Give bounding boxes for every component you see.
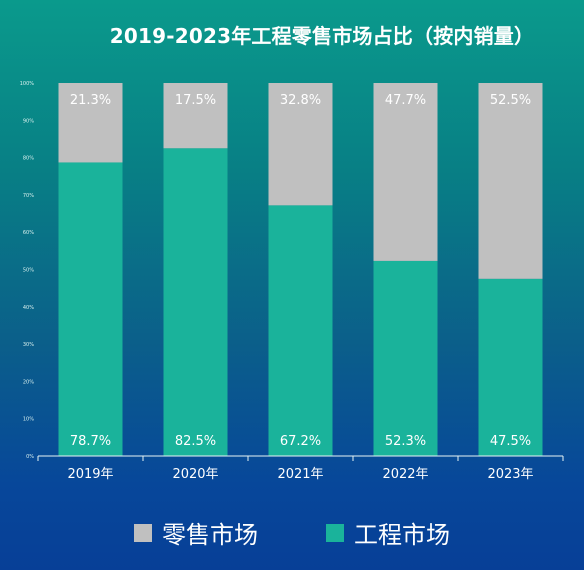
legend-label-engineering: 工程市场: [354, 521, 450, 549]
y-tick-label: 60%: [23, 230, 34, 236]
legend-label-retail: 零售市场: [162, 521, 258, 549]
y-tick-label: 30%: [23, 342, 34, 348]
chart-title: 2019-2023年工程零售市场占比（按内销量）: [109, 24, 535, 48]
y-tick-label: 0%: [26, 454, 34, 460]
bar-engineering: [373, 260, 438, 456]
bar-retail: [163, 83, 228, 149]
data-label-engineering: 78.7%: [70, 434, 111, 449]
y-tick-label: 20%: [23, 379, 34, 385]
bar-engineering: [58, 162, 123, 456]
bar-engineering: [478, 278, 543, 456]
x-tick-label: 2022年: [382, 467, 428, 482]
data-label-retail: 17.5%: [175, 93, 216, 108]
bar-engineering: [163, 148, 228, 456]
y-tick-label: 70%: [23, 193, 34, 199]
y-tick-label: 80%: [23, 156, 34, 162]
bar-retail: [268, 83, 333, 206]
data-label-retail: 21.3%: [70, 93, 111, 108]
y-tick-label: 90%: [23, 118, 34, 124]
data-label-engineering: 82.5%: [175, 434, 216, 449]
data-label-engineering: 47.5%: [490, 434, 531, 449]
data-label-engineering: 52.3%: [385, 434, 426, 449]
data-label-engineering: 67.2%: [280, 434, 321, 449]
legend-item-engineering: 工程市场: [326, 515, 450, 550]
y-tick-label: 40%: [23, 305, 34, 311]
data-label-retail: 52.5%: [490, 93, 531, 108]
bar-retail: [58, 83, 123, 163]
legend-swatch-retail: [134, 523, 152, 542]
bar-retail: [478, 83, 543, 279]
bar-engineering: [268, 205, 333, 456]
bar-retail: [373, 83, 438, 261]
y-tick-label: 100%: [20, 81, 35, 87]
y-tick-label: 10%: [23, 417, 34, 423]
x-tick-label: 2023年: [487, 467, 533, 482]
x-tick-label: 2020年: [172, 467, 218, 482]
x-tick-label: 2019年: [67, 467, 113, 482]
chart-legend: 零售市场 工程市场: [0, 515, 584, 550]
data-label-retail: 47.7%: [385, 93, 426, 108]
legend-swatch-engineering: [326, 523, 344, 542]
y-tick-label: 50%: [23, 268, 34, 274]
data-label-retail: 32.8%: [280, 93, 321, 108]
x-tick-label: 2021年: [277, 467, 323, 482]
legend-item-retail: 零售市场: [134, 515, 258, 550]
